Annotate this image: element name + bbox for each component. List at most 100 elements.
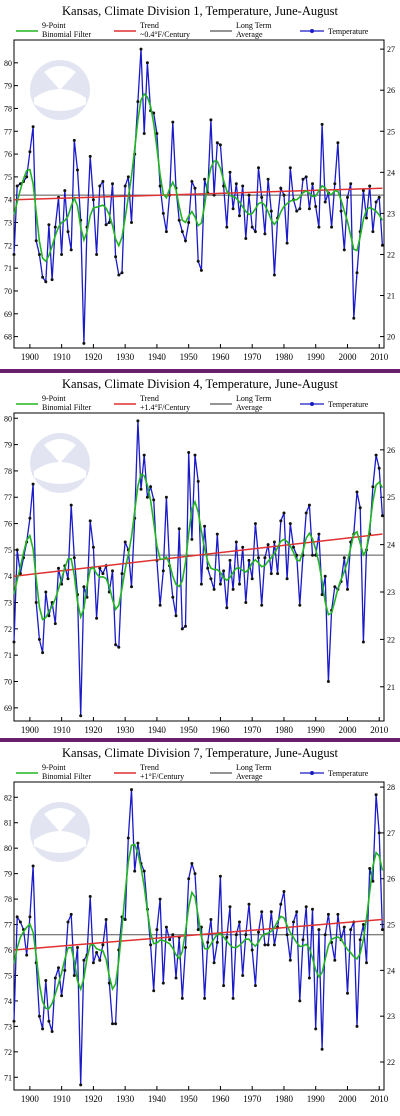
temperature-point xyxy=(209,577,213,581)
y2-tick-label: 26 xyxy=(387,86,395,95)
temperature-point xyxy=(193,872,197,876)
binomial-filter-line xyxy=(13,473,384,621)
x-tick-label: 2010 xyxy=(370,352,389,362)
legend-filter-label: Binomial Filter xyxy=(42,772,91,781)
y2-tick-label: 24 xyxy=(387,966,395,975)
temperature-point xyxy=(60,994,64,998)
noaa-logo-icon xyxy=(30,433,90,493)
y-tick-label: 74 xyxy=(4,997,12,1006)
temperature-point xyxy=(222,569,226,573)
temperature-point xyxy=(374,793,378,797)
temperature-point xyxy=(15,915,19,919)
temperature-point xyxy=(346,195,349,199)
chart-title: Kansas, Climate Division 1, Temperature,… xyxy=(62,4,338,18)
plot-frame xyxy=(13,412,385,722)
x-tick-label: 1920 xyxy=(84,725,103,735)
temperature-point xyxy=(133,869,137,873)
temperature-point xyxy=(180,996,184,1000)
temperature-point xyxy=(145,495,149,499)
temperature-point xyxy=(76,946,79,949)
temperature-point xyxy=(196,928,200,932)
temperature-point xyxy=(104,223,108,227)
x-tick-label: 1940 xyxy=(148,352,167,362)
temperature-point xyxy=(37,253,41,256)
temperature-point xyxy=(184,239,187,243)
temperature-point xyxy=(342,556,346,560)
temperature-point xyxy=(190,537,194,541)
x-tick-label: 1980 xyxy=(275,725,294,735)
temperature-point xyxy=(111,182,114,186)
temperature-point xyxy=(158,897,162,901)
temperature-point xyxy=(199,268,203,272)
temperature-point xyxy=(47,614,51,618)
temperature-point xyxy=(95,253,99,256)
temperature-point xyxy=(311,553,314,557)
temperature-point xyxy=(15,548,19,552)
temperature-point xyxy=(12,1019,16,1023)
temperature-point xyxy=(244,237,248,240)
temperature-point xyxy=(307,976,311,980)
temperature-point xyxy=(266,543,270,547)
temperature-point xyxy=(218,143,222,147)
legend-filter-label: 9-Point xyxy=(42,763,66,772)
x-tick-label: 1920 xyxy=(84,1094,103,1104)
temperature-point xyxy=(298,999,302,1003)
temperature-point xyxy=(336,912,340,916)
temperature-point xyxy=(228,558,232,562)
x-tick-label: 1930 xyxy=(116,1094,135,1104)
temperature-point xyxy=(279,186,283,190)
binomial-filter-line xyxy=(13,843,384,1010)
temperature-point xyxy=(69,912,73,916)
temperature-point xyxy=(44,590,48,594)
temperature-point xyxy=(41,1027,45,1031)
temperature-point xyxy=(371,485,375,489)
legend-average-label: Average xyxy=(236,772,263,781)
legend-temperature-label: Temperature xyxy=(328,400,369,409)
noaa-logo-icon xyxy=(30,60,90,120)
binomial-filter-line xyxy=(13,92,384,263)
legend-trend-rate: +1°F/Century xyxy=(140,772,184,781)
y2-tick-label: 21 xyxy=(387,683,395,692)
temperature-point xyxy=(342,925,346,929)
temperature-point xyxy=(323,933,327,937)
temperature-point xyxy=(241,545,245,549)
temperature-point xyxy=(136,841,140,845)
y-tick-label: 79 xyxy=(4,441,12,450)
plot-frame xyxy=(13,781,385,1091)
x-tick-label: 1900 xyxy=(21,352,40,362)
y-tick-label: 77 xyxy=(4,127,12,136)
y-tick-label: 70 xyxy=(4,678,12,687)
temperature-point xyxy=(212,193,216,197)
chart-svg-2: Kansas, Climate Division 4, Temperature,… xyxy=(4,377,395,735)
temperature-point xyxy=(241,974,245,977)
temperature-point xyxy=(161,569,165,573)
temperature-point xyxy=(15,184,19,188)
x-tick-label: 1980 xyxy=(275,1094,294,1104)
temperature-point xyxy=(333,182,337,186)
temperature-point xyxy=(244,601,248,604)
chart-panel-2: Kansas, Climate Division 4, Temperature,… xyxy=(0,373,400,742)
x-tick-label: 2000 xyxy=(338,352,357,362)
y-tick-label: 72 xyxy=(4,241,12,250)
temperature-point xyxy=(247,902,251,906)
y-tick-label: 81 xyxy=(4,819,12,828)
temperature-point xyxy=(377,195,381,199)
temperature-point xyxy=(63,968,67,972)
temperature-point xyxy=(114,255,118,259)
temperature-point xyxy=(320,122,324,126)
y2-tick-label: 22 xyxy=(387,250,395,259)
temperature-point xyxy=(50,278,54,282)
y2-tick-label: 25 xyxy=(387,127,395,136)
temperature-point xyxy=(320,593,324,597)
temperature-point xyxy=(193,453,197,457)
temperature-point xyxy=(180,627,184,631)
y-tick-label: 80 xyxy=(4,59,12,68)
temperature-point xyxy=(333,585,337,589)
temperature-point xyxy=(215,940,219,944)
legend-average-label: Long Term xyxy=(236,21,272,30)
temperature-point xyxy=(111,1022,114,1026)
temperature-point xyxy=(72,138,76,142)
temperature-point xyxy=(238,582,241,586)
temperature-point xyxy=(117,645,121,649)
temperature-point xyxy=(374,453,378,457)
